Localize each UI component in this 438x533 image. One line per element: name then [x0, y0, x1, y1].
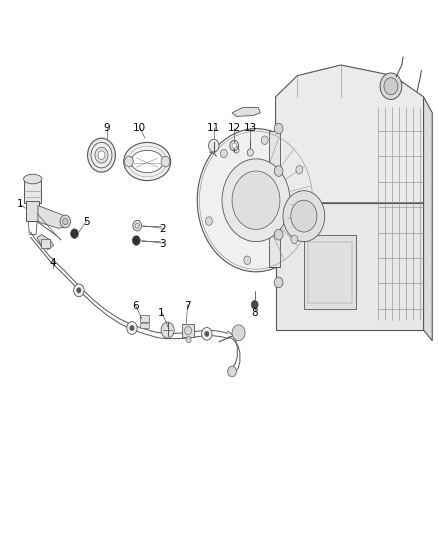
Circle shape [232, 143, 237, 148]
Circle shape [95, 147, 108, 163]
Circle shape [60, 215, 71, 228]
Circle shape [63, 218, 68, 224]
Bar [308, 241, 352, 303]
Circle shape [161, 156, 170, 167]
Circle shape [201, 327, 212, 340]
Text: 8: 8 [251, 308, 258, 318]
Circle shape [74, 284, 84, 297]
Circle shape [291, 235, 298, 244]
Text: 5: 5 [83, 217, 89, 228]
Circle shape [135, 223, 139, 228]
Circle shape [130, 325, 134, 330]
Bar [140, 316, 149, 321]
Text: 11: 11 [207, 123, 220, 133]
Circle shape [251, 301, 258, 309]
Circle shape [274, 277, 283, 288]
Bar [140, 322, 149, 328]
Circle shape [197, 128, 315, 272]
Polygon shape [232, 108, 260, 116]
Circle shape [220, 149, 227, 158]
Circle shape [98, 151, 105, 159]
Circle shape [91, 142, 112, 168]
Circle shape [247, 149, 253, 156]
Circle shape [186, 336, 191, 343]
Text: 3: 3 [159, 239, 166, 249]
Text: 7: 7 [184, 301, 191, 311]
Bar [26, 201, 39, 221]
Circle shape [124, 156, 133, 167]
Polygon shape [37, 235, 53, 249]
Bar [24, 181, 42, 203]
Polygon shape [424, 97, 432, 341]
Text: 9: 9 [103, 123, 110, 133]
Circle shape [185, 326, 191, 335]
Polygon shape [38, 206, 67, 228]
Ellipse shape [131, 150, 163, 173]
Circle shape [77, 288, 81, 293]
Ellipse shape [124, 142, 171, 181]
Circle shape [230, 140, 239, 151]
Circle shape [88, 138, 116, 172]
Text: 1: 1 [158, 308, 165, 318]
Text: 10: 10 [133, 123, 146, 133]
Circle shape [205, 331, 209, 336]
Circle shape [296, 165, 303, 174]
Text: 6: 6 [132, 301, 139, 311]
Circle shape [222, 159, 290, 241]
Polygon shape [276, 65, 424, 203]
Circle shape [228, 366, 237, 377]
Circle shape [208, 139, 219, 152]
Polygon shape [269, 131, 280, 266]
Text: 4: 4 [49, 258, 56, 268]
Circle shape [232, 171, 280, 229]
Circle shape [380, 73, 402, 100]
Ellipse shape [24, 174, 42, 184]
Circle shape [205, 217, 212, 225]
Bar [182, 324, 194, 337]
Text: 12: 12 [228, 123, 241, 133]
Circle shape [384, 78, 398, 95]
Text: 2: 2 [159, 224, 166, 235]
Circle shape [291, 200, 317, 232]
Circle shape [244, 256, 251, 264]
Circle shape [261, 136, 268, 144]
Circle shape [232, 325, 245, 341]
Circle shape [132, 236, 140, 245]
Circle shape [274, 166, 283, 176]
Circle shape [274, 123, 283, 134]
Polygon shape [276, 203, 424, 330]
Circle shape [274, 229, 283, 240]
Text: 13: 13 [244, 123, 257, 133]
Circle shape [133, 220, 141, 231]
Circle shape [71, 229, 78, 238]
Bar [304, 235, 356, 309]
Circle shape [161, 322, 174, 338]
Text: 1: 1 [16, 199, 23, 209]
Bar [41, 239, 50, 248]
Circle shape [283, 191, 325, 241]
Circle shape [127, 321, 137, 334]
